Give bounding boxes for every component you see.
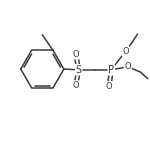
Text: O: O [122,47,129,56]
Text: O: O [72,50,79,59]
Text: O: O [124,62,131,71]
Text: S: S [76,65,82,75]
Text: O: O [72,81,79,90]
Text: O: O [106,82,112,91]
Text: P: P [108,65,114,75]
